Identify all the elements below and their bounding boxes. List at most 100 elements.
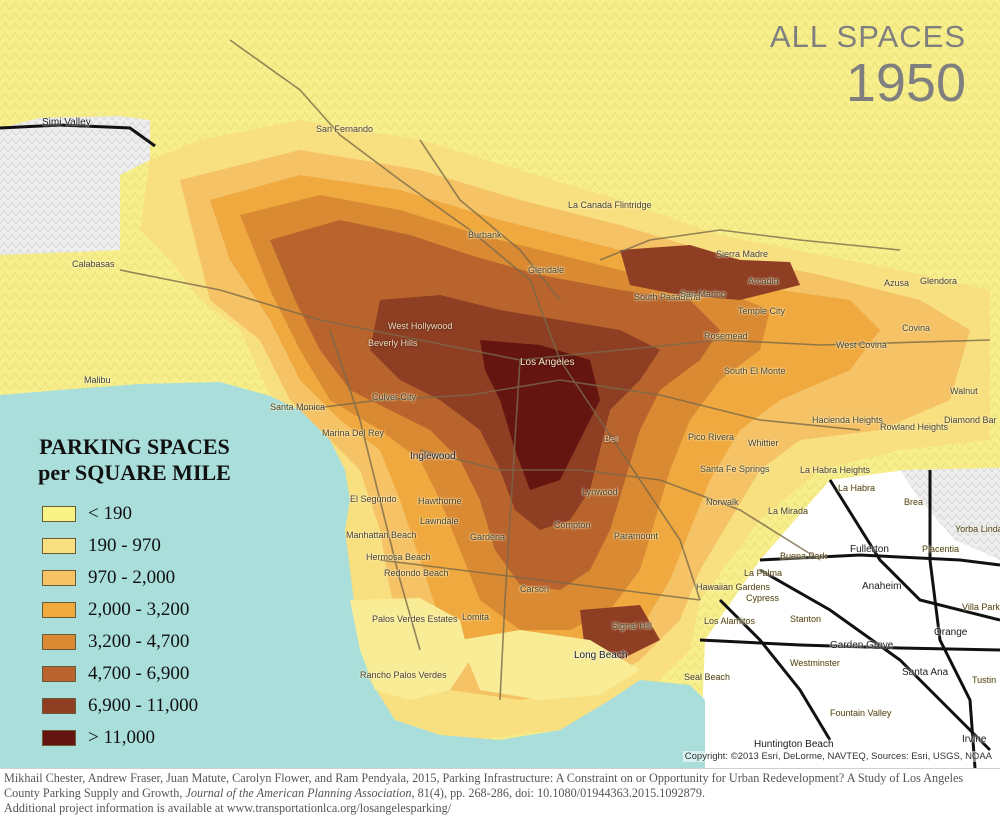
place-label: Lawndale (420, 516, 459, 526)
legend-row: 3,200 - 4,700 (42, 631, 189, 652)
place-label: Anaheim (862, 581, 902, 592)
place-label: Rosemead (704, 331, 748, 341)
place-label: Orange (934, 627, 968, 638)
place-label: South Pasadena (634, 292, 701, 302)
density-cluster-east (620, 245, 800, 300)
place-label: Tustin (972, 675, 997, 685)
place-label: Diamond Bar (944, 415, 997, 425)
legend-swatch (42, 730, 76, 746)
place-label: Simi Valley (42, 117, 91, 128)
legend-swatch (42, 634, 76, 650)
place-label: San Marino (680, 289, 727, 299)
place-label: Los Angeles (520, 357, 575, 368)
major-roads (119, 39, 991, 701)
map-title-category: ALL SPACES (769, 19, 966, 54)
map-title-year: 1950 (845, 53, 966, 113)
orange-hills (900, 468, 1000, 560)
place-label: Manhattan Beach (346, 530, 417, 540)
place-label: Compton (554, 520, 591, 530)
map-copyright: Copyright: ©2013 Esri, DeLorme, NAVTEQ, … (682, 751, 994, 762)
place-label: Buena Park (780, 551, 828, 561)
legend-row: 2,000 - 3,200 (42, 599, 190, 620)
place-label: Lomita (462, 612, 490, 622)
place-label: Hawaiian Gardens (696, 582, 771, 592)
legend-title: PARKING SPACES per SQUARE MILE (22, 434, 247, 486)
place-label: Placentia (922, 544, 960, 554)
citation-journal: Journal of the American Planning Associa… (185, 786, 412, 800)
legend-row: < 190 (42, 503, 132, 524)
place-label: Hacienda Heights (812, 415, 884, 425)
place-label: La Canada Flintridge (568, 200, 652, 210)
map-title: ALL SPACES 1950 (769, 19, 966, 113)
place-label: Redondo Beach (384, 568, 449, 578)
place-label: La Habra (838, 483, 876, 493)
citation-details: , 81(4), pp. 268-286, doi: 10.1080/01944… (411, 786, 706, 800)
south-bay-light (460, 630, 640, 700)
legend-swatch (42, 506, 76, 522)
legend-swatch (42, 666, 76, 682)
legend-swatch (42, 538, 76, 554)
legend-label: 6,900 - 11,000 (88, 695, 199, 716)
legend-title-line2: per SQUARE MILE (38, 460, 231, 485)
place-label: Santa Monica (270, 402, 326, 412)
place-label: Azusa (884, 278, 910, 288)
place-label: Irvine (962, 734, 987, 745)
place-label: Burbank (468, 230, 502, 240)
place-label: Culver City (372, 392, 417, 402)
citation-more: Additional project information is availa… (4, 801, 452, 815)
place-label: Santa Fe Springs (700, 464, 770, 474)
place-label: Covina (902, 323, 931, 333)
density-max (480, 340, 600, 490)
place-label: Gardena (470, 532, 506, 542)
place-label: La Palma (744, 568, 783, 578)
place-label: Garden Grove (830, 640, 894, 651)
legend-swatch (42, 698, 76, 714)
legend-row: 6,900 - 11,000 (42, 695, 199, 716)
place-label: La Mirada (768, 506, 809, 516)
legend-label: 2,000 - 3,200 (88, 599, 190, 620)
legend-row: 970 - 2,000 (42, 567, 176, 588)
legend: PARKING SPACES per SQUARE MILE < 190 190… (22, 434, 247, 748)
place-label: Beverly Hills (368, 338, 418, 348)
place-label: Glendora (920, 276, 958, 286)
place-label: Signal Hill (612, 621, 653, 631)
place-label: West Covina (836, 340, 887, 350)
citation-authors: Mikhail Chester, Andrew Fraser, Juan Mat… (4, 771, 964, 800)
place-label: Palos Verdes Estates (372, 614, 458, 624)
place-label: Rowland Heights (880, 422, 949, 432)
place-label: Stanton (790, 614, 822, 624)
place-label: Carson (520, 584, 550, 594)
place-label: Yorba Linda (955, 524, 1000, 534)
place-label: Pico Rivera (688, 432, 735, 442)
place-label: Bell (604, 434, 620, 444)
place-label: Inglewood (410, 451, 456, 462)
place-label: Norwalk (706, 497, 739, 507)
place-label: Los Alamitos (704, 616, 756, 626)
place-label: West Hollywood (388, 321, 453, 331)
legend-swatch (42, 602, 76, 618)
map-canvas (0, 0, 1000, 768)
place-label: Malibu (84, 375, 111, 385)
place-label: Fullerton (850, 544, 889, 555)
place-label: Whittier (748, 438, 779, 448)
legend-row: 4,700 - 6,900 (42, 663, 190, 684)
citation: Mikhail Chester, Andrew Fraser, Juan Mat… (4, 771, 994, 816)
place-label: Glendale (528, 265, 565, 275)
place-label: Arcadia (748, 276, 779, 286)
legend-swatch (42, 570, 76, 586)
legend-label: < 190 (88, 503, 132, 524)
place-label: Fountain Valley (830, 708, 892, 718)
place-label: Long Beach (574, 650, 628, 661)
place-label: Westminster (790, 658, 840, 668)
legend-label: 970 - 2,000 (88, 567, 176, 588)
legend-label: 190 - 970 (88, 535, 161, 556)
legend-label: 4,700 - 6,900 (88, 663, 190, 684)
orange-county-area (700, 468, 1000, 768)
place-label: Huntington Beach (754, 739, 834, 750)
place-label: El Segundo (350, 494, 397, 504)
legend-row: 190 - 970 (42, 535, 161, 556)
place-label: Sierra Madre (716, 249, 769, 259)
place-label: Marina Del Rey (322, 428, 385, 438)
place-label: Temple City (738, 306, 786, 316)
place-label: Seal Beach (684, 672, 731, 682)
